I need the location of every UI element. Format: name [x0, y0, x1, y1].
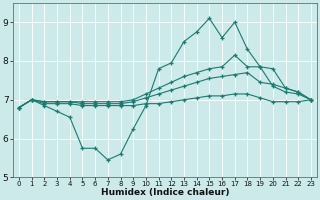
- X-axis label: Humidex (Indice chaleur): Humidex (Indice chaleur): [101, 188, 229, 197]
